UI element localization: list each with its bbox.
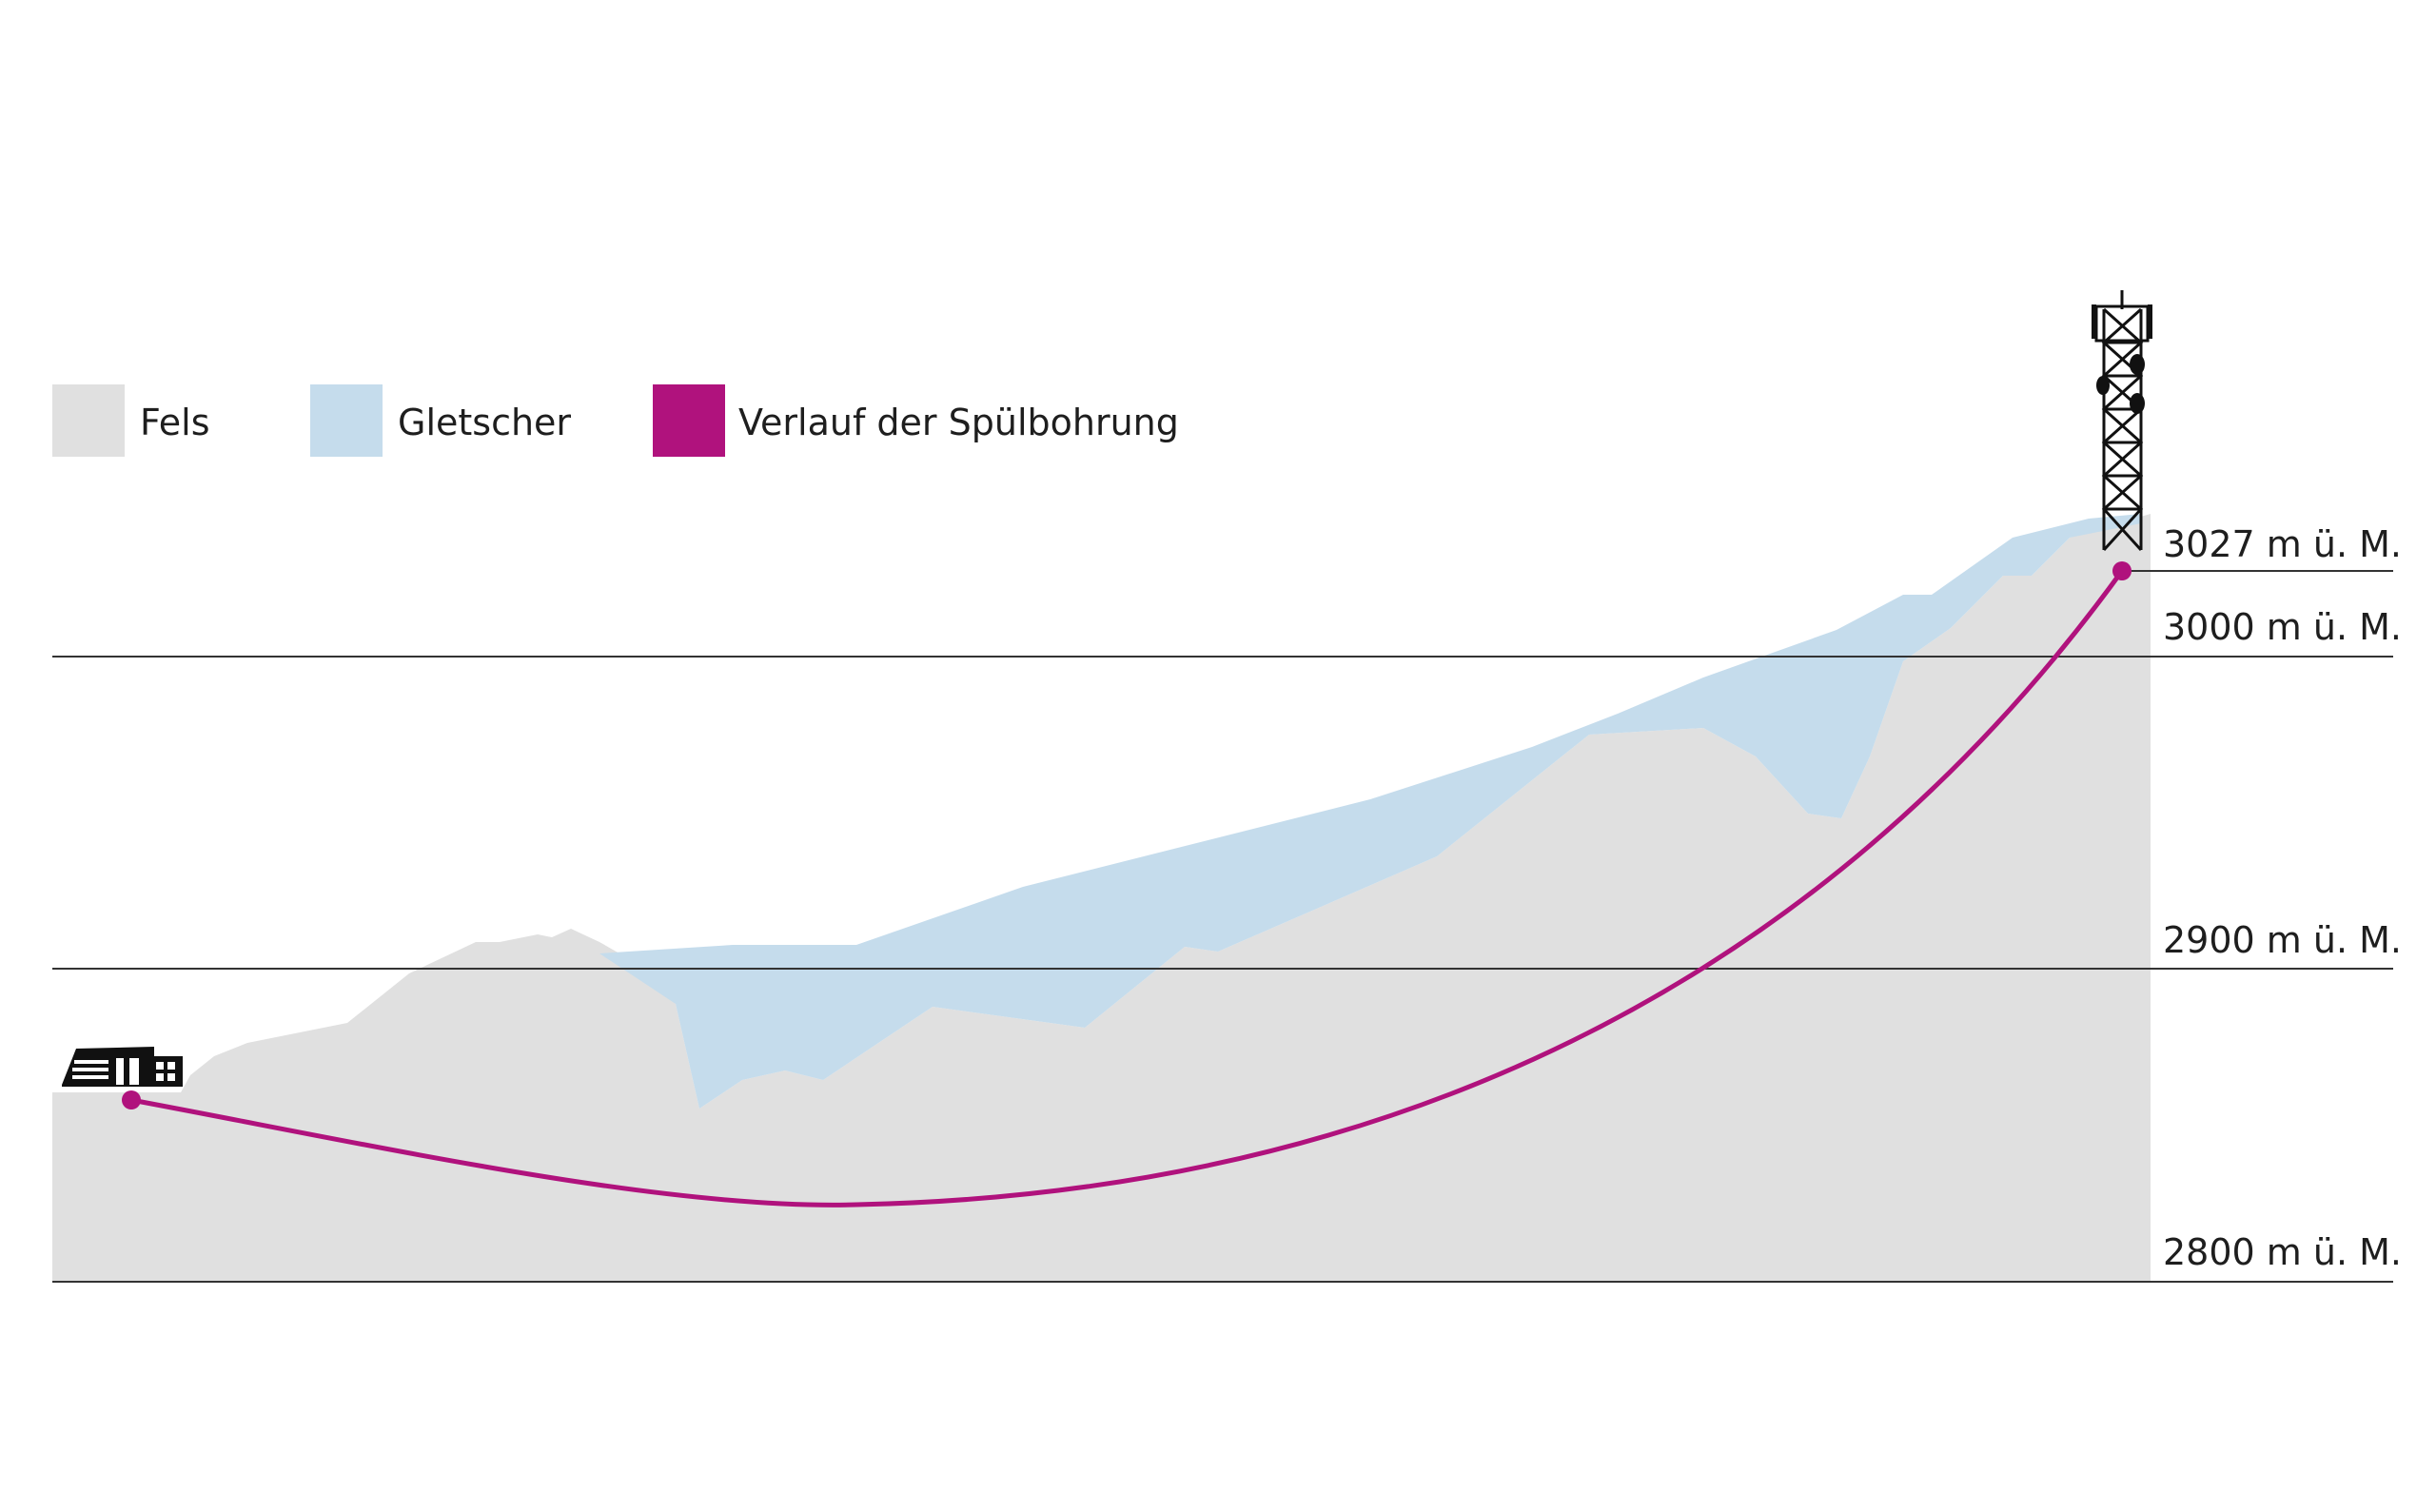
legend: Fels Gletscher Verlauf der Spülbohrung: [52, 384, 1179, 457]
legend-label-rock: Fels: [140, 402, 210, 443]
legend-swatch-drill: [653, 384, 725, 457]
legend-swatch-rock: [52, 384, 125, 457]
legend-swatch-glacier: [310, 384, 383, 457]
elevation-label-3000: 3000 m ü. M.: [2163, 606, 2402, 648]
glacier-area: [599, 514, 2141, 1109]
drill-start-point: [122, 1090, 141, 1109]
elevation-label-3027: 3027 m ü. M.: [2163, 523, 2402, 565]
drill-end-point: [2112, 561, 2132, 580]
antenna-tower-icon: [2092, 290, 2152, 552]
drill-path: [130, 569, 2125, 1208]
rock-area: [52, 514, 2151, 1282]
legend-label-drill: Verlauf der Spülbohrung: [738, 402, 1179, 443]
legend-label-glacier: Gletscher: [398, 402, 571, 443]
building-icon: [62, 1047, 183, 1087]
elevation-label-2800: 2800 m ü. M.: [2163, 1231, 2402, 1273]
elevation-label-2900: 2900 m ü. M.: [2163, 919, 2402, 961]
